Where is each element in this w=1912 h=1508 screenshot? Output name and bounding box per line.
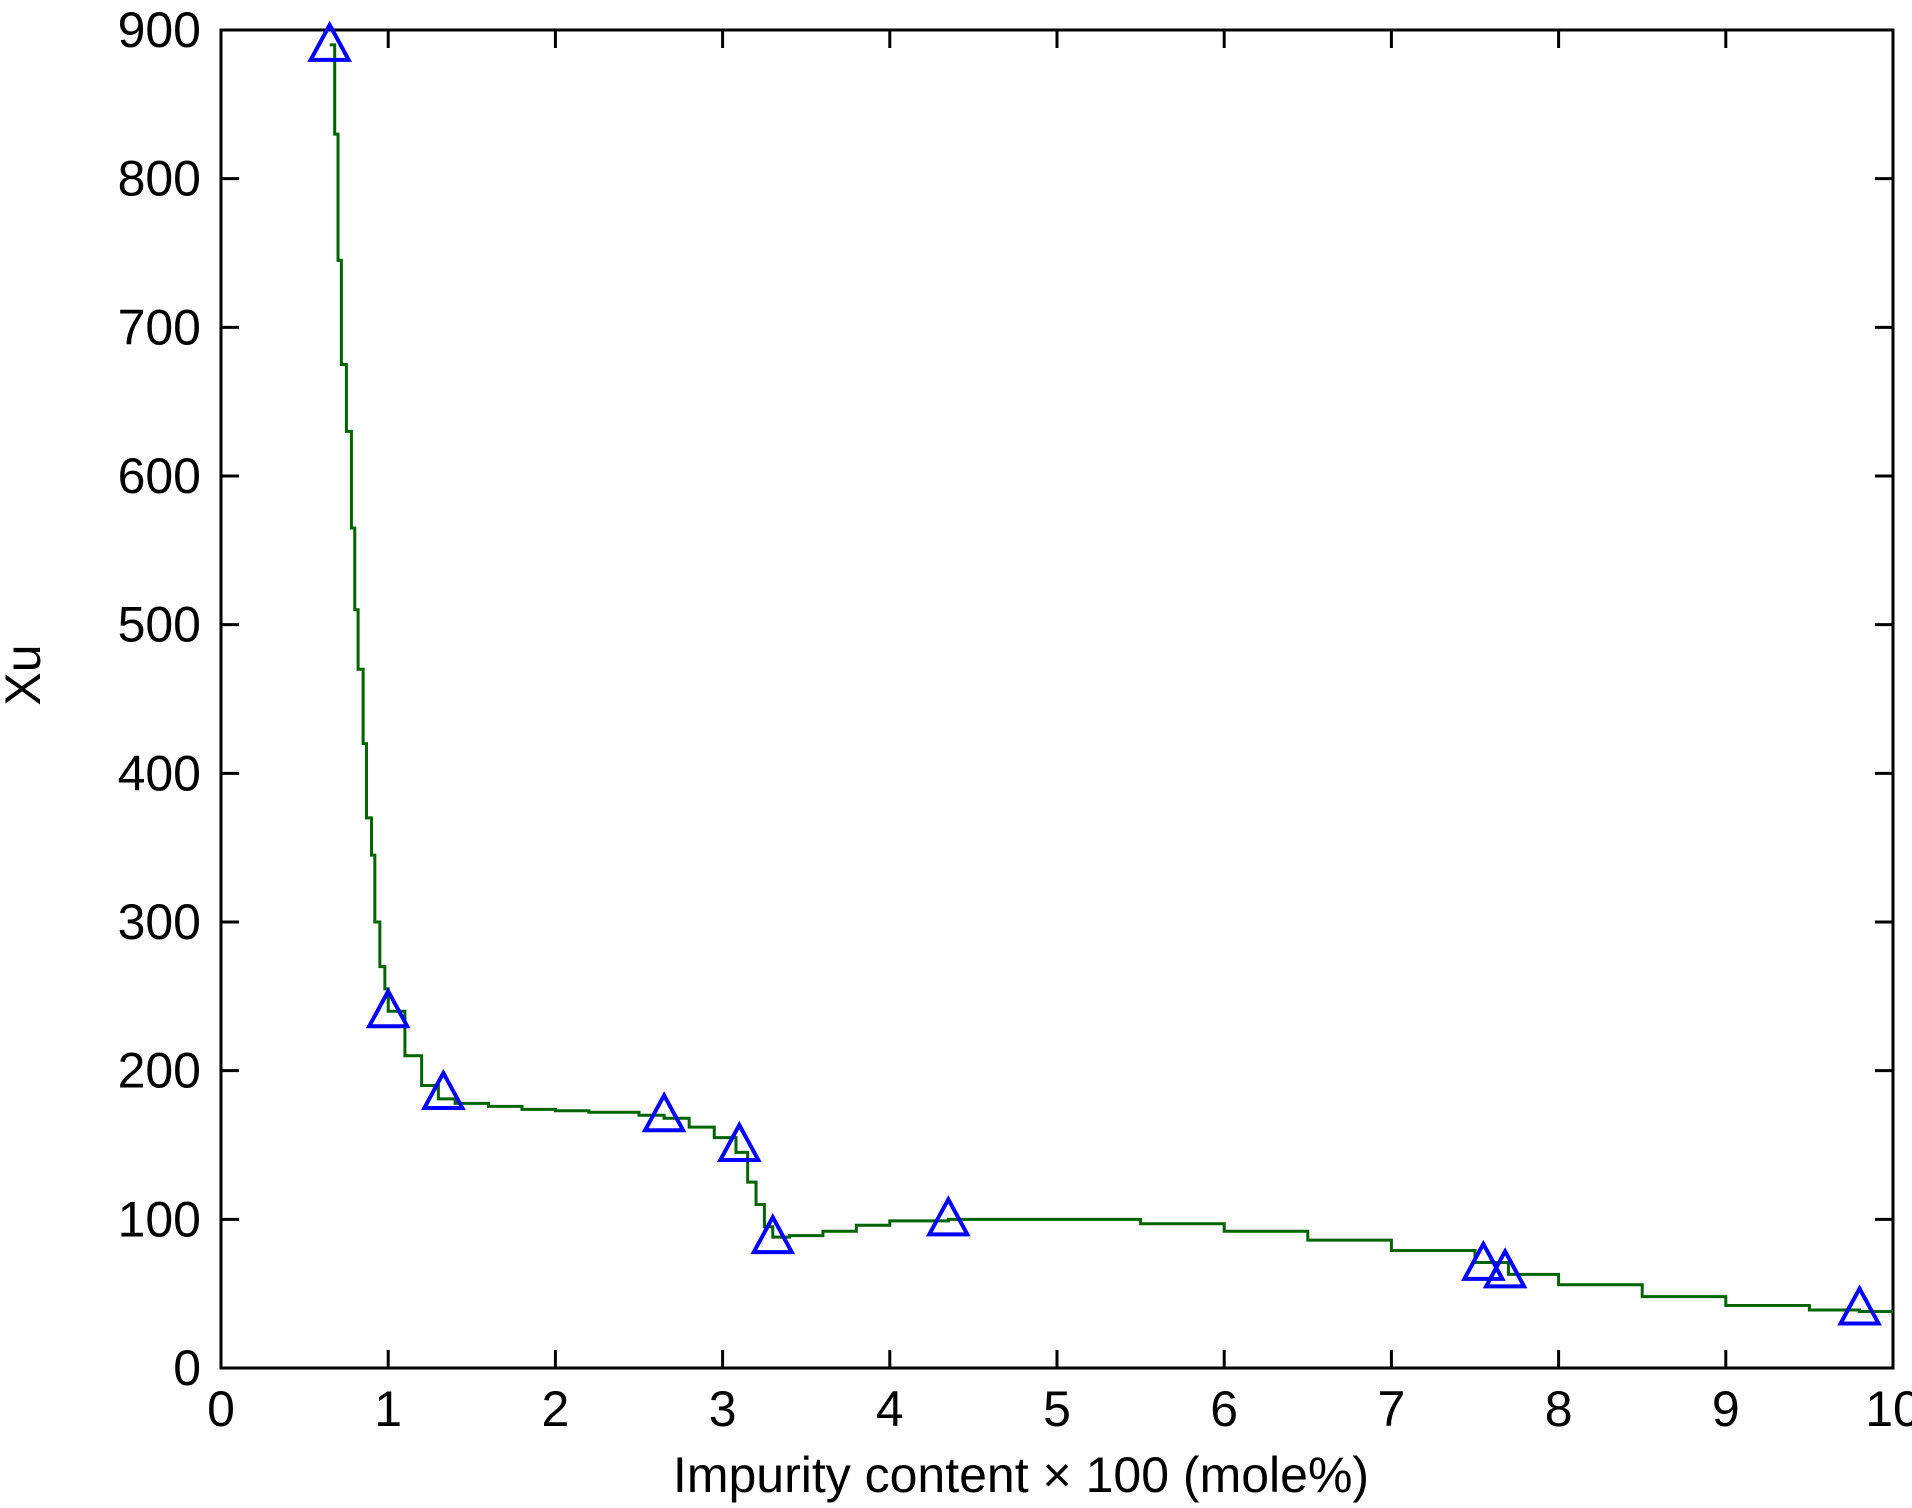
triangle-marker: [365, 987, 411, 1029]
x-tick-label: 1: [374, 1381, 402, 1437]
data-line: [329, 43, 1893, 1314]
triangle-marker: [716, 1120, 762, 1162]
x-axis-label: Impurity content × 100 (mole%): [673, 1447, 1369, 1503]
y-tick-label: 400: [118, 745, 201, 801]
y-tick-label: 500: [118, 597, 201, 653]
y-tick-label: 0: [173, 1340, 201, 1396]
triangle-marker: [750, 1212, 796, 1255]
plot-area: [219, 28, 1895, 1370]
y-tick-label: 800: [118, 151, 201, 207]
y-axis-ticks: 0 100 200 300 400 500 600 700 800 900: [118, 2, 1893, 1396]
triangle-marker: [1837, 1284, 1882, 1326]
triangle-marker: [307, 20, 353, 62]
plot-frame: [219, 28, 1895, 1370]
y-tick-label: 900: [118, 2, 201, 58]
y-tick-label: 200: [118, 1043, 201, 1099]
y-axis-label: Xu: [0, 644, 51, 705]
triangle-marker: [925, 1195, 971, 1237]
x-axis-ticks: 0 1 2 3 4 5 6 7 8 9 10: [207, 30, 1912, 1437]
triangle-marker: [641, 1091, 687, 1133]
triangle-marker: [1482, 1247, 1528, 1289]
x-tick-label: 9: [1712, 1381, 1740, 1437]
triangle-marker: [1460, 1239, 1506, 1281]
x-tick-label: 2: [541, 1381, 569, 1437]
x-tick-label: 6: [1210, 1381, 1238, 1437]
x-tick-label: 8: [1545, 1381, 1573, 1437]
x-tick-label: 3: [709, 1381, 737, 1437]
x-tick-label: 4: [876, 1381, 904, 1437]
x-tick-label: 0: [207, 1381, 235, 1437]
x-tick-label: 10: [1865, 1381, 1912, 1437]
y-tick-label: 300: [118, 894, 201, 950]
y-tick-label: 700: [118, 299, 201, 355]
y-tick-label: 600: [118, 448, 201, 504]
series-layer: [307, 20, 1893, 1326]
x-tick-label: 5: [1043, 1381, 1071, 1437]
triangle-marker: [421, 1068, 466, 1110]
x-tick-label: 7: [1377, 1381, 1405, 1437]
y-tick-label: 100: [118, 1191, 201, 1247]
